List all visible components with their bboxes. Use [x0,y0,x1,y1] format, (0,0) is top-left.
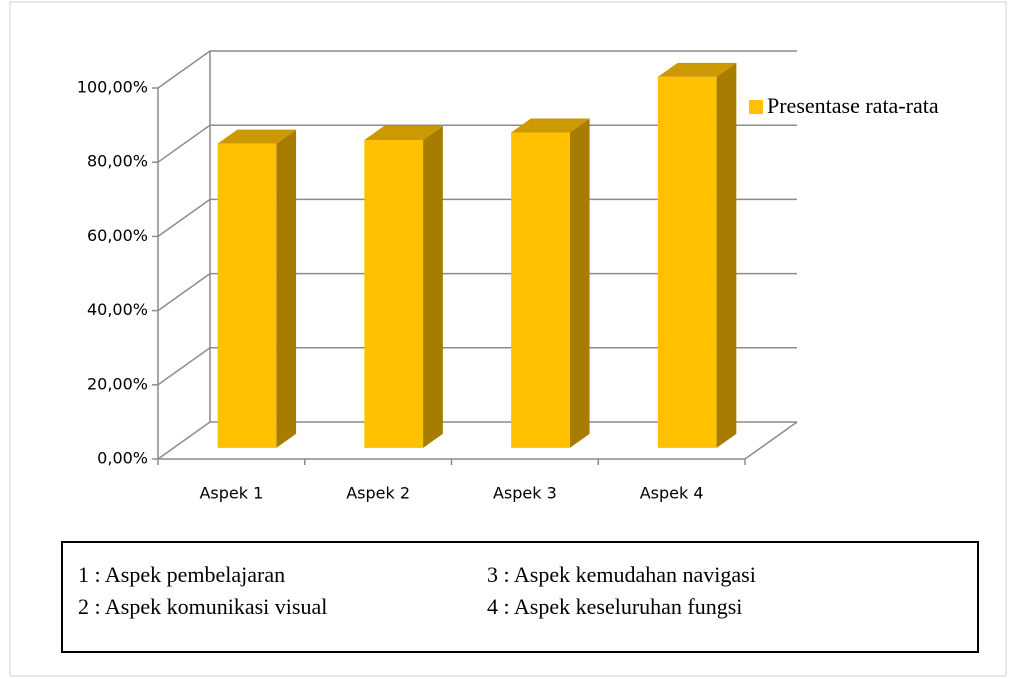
note: 2 : Aspek komunikasi visual [78,594,327,619]
y-tick-label: 0,00% [97,449,148,468]
x-tick-label: Aspek 1 [199,484,263,503]
bar-top [217,129,297,144]
chart-border [9,1,1007,677]
bar [217,129,297,448]
x-tick-label: Aspek 3 [493,484,557,503]
y-tick-label: 60,00% [87,226,148,245]
y-tick-label: 40,00% [87,300,148,319]
bar-side [716,62,737,448]
y-tick-label: 80,00% [87,152,148,171]
grid-line [157,50,797,89]
bar-top [657,62,737,77]
bar [364,125,443,448]
bar-side [423,125,443,448]
bar-top [364,125,443,140]
grid-line [157,347,797,386]
legend-swatch [749,100,763,114]
x-tick-label: Aspek 4 [640,484,704,503]
x-tick-label: Aspek 2 [346,484,410,503]
bar-front [657,76,717,448]
note: 4 : Aspek keseluruhan fungsi [487,594,742,619]
bar-front [217,143,277,448]
note-box [61,541,979,653]
bar-top [511,118,590,133]
grid-line [157,272,797,312]
y-tick-label: 20,00% [87,374,148,393]
bar-front [511,132,570,448]
note: 1 : Aspek pembelajaran [78,562,285,587]
grid-line [157,421,797,460]
bar [657,62,737,448]
y-tick-label: 100,00% [77,78,148,97]
bar-side [276,129,297,448]
legend-label: Presentase rata-rata [767,93,939,118]
note: 3 : Aspek kemudahan navigasi [487,562,756,587]
bar [511,118,590,448]
grid-line [157,198,797,238]
bar-front [364,139,424,448]
bar-side [569,118,590,448]
grid-line [157,124,797,163]
